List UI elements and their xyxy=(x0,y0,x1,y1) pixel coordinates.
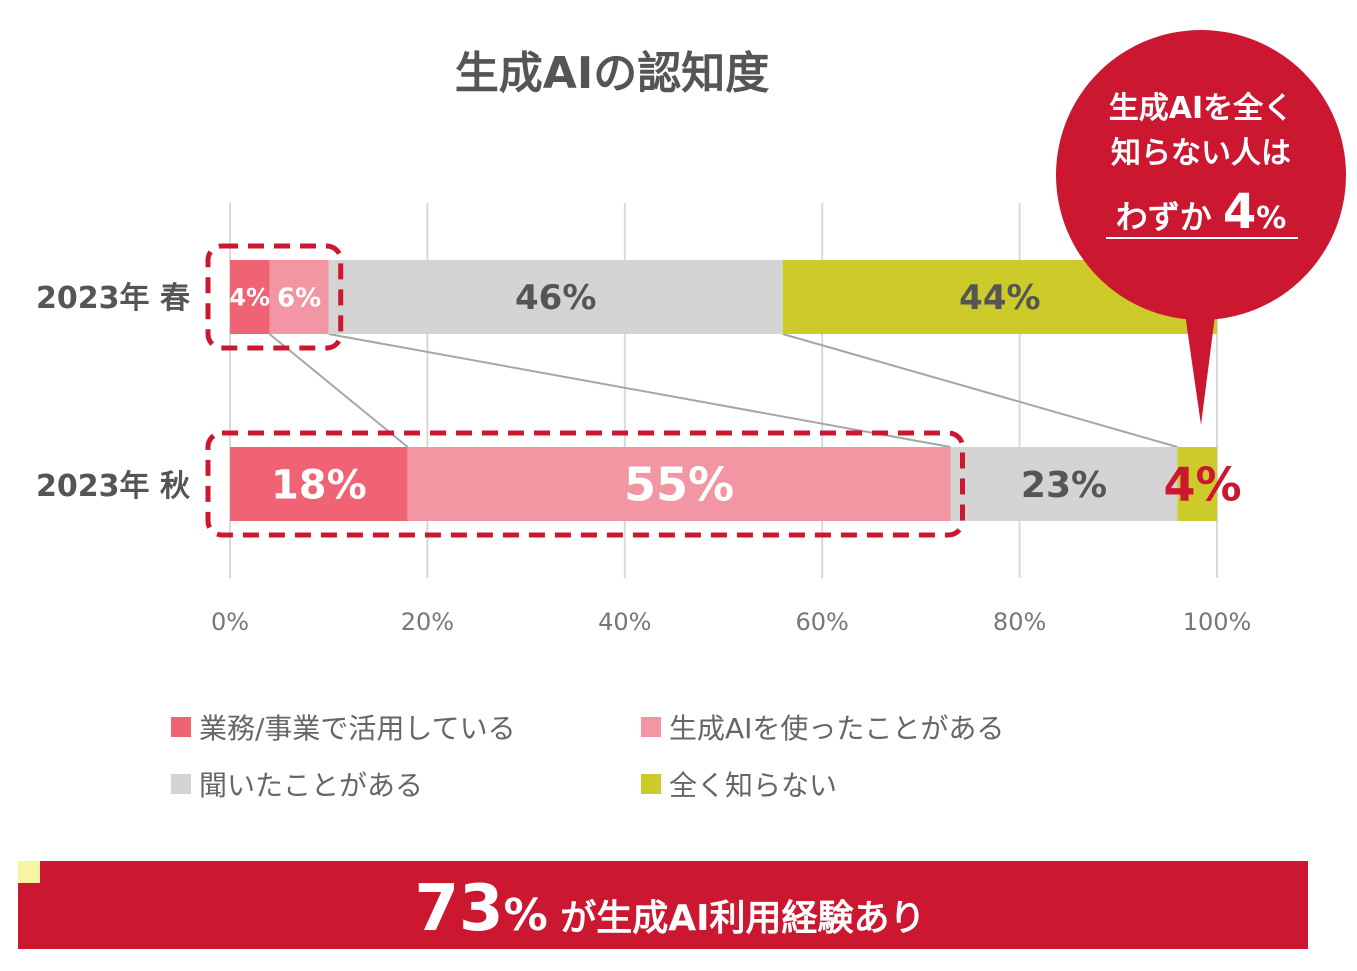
callout-bubble: 生成AIを全く 知らない人は わずか 4% xyxy=(1056,30,1346,425)
highlight-frame xyxy=(205,430,966,538)
bar-data-label: 46% xyxy=(515,278,596,318)
x-tick-label: 0% xyxy=(211,608,249,636)
legend-label-used-genai: 生成AIを使ったことがある xyxy=(669,712,1004,745)
summary-banner: 73% が生成AI利用経験あり xyxy=(18,861,1308,949)
legend-swatch-used-genai xyxy=(641,717,661,737)
x-tick-label: 100% xyxy=(1183,608,1252,636)
connector-line xyxy=(328,333,951,448)
connector-line xyxy=(268,333,409,448)
x-tick-label: 40% xyxy=(598,608,651,636)
bar-segment xyxy=(328,260,783,334)
legend-label-heard-of: 聞いたことがある xyxy=(199,769,423,802)
banner-background xyxy=(18,861,1308,949)
category-label-autumn: 2023年 秋 xyxy=(36,469,190,504)
gridlines xyxy=(229,203,1218,578)
callout-line-1: 生成AIを全く xyxy=(1109,91,1293,126)
callout-line-2: 知らない人は xyxy=(1111,136,1291,171)
bar-segment xyxy=(230,447,408,521)
bar-data-label: 4% xyxy=(229,284,270,312)
category-label-spring: 2023年 春 xyxy=(36,281,190,316)
bar-data-label: 18% xyxy=(271,462,367,508)
bar-segment xyxy=(950,447,1178,521)
bar-data-label: 44% xyxy=(959,278,1040,318)
bar-segment xyxy=(269,260,329,334)
banner-number: 73 xyxy=(415,872,504,946)
bar-data-label: 23% xyxy=(1021,465,1107,506)
callout-number: 4 xyxy=(1223,184,1256,240)
banner-corner-accent xyxy=(18,861,40,883)
x-tick-label: 80% xyxy=(993,608,1046,636)
banner-caption: が生成AI利用経験あり xyxy=(560,898,925,939)
legend-swatch-not-known xyxy=(641,774,661,794)
highlight-frames xyxy=(205,243,966,538)
bar-segment xyxy=(407,447,951,521)
connector-line xyxy=(782,333,1178,448)
legend: 業務/事業で活用している 生成AIを使ったことがある 聞いたことがある 全く知ら… xyxy=(171,712,1004,802)
callout-text-wazuka: わずか xyxy=(1116,198,1212,236)
legend-label-business-use: 業務/事業で活用している xyxy=(199,712,516,745)
bar-data-label: 6% xyxy=(277,283,321,313)
callout-pointer xyxy=(1183,300,1217,425)
bars: 4% 6% 46% 44%18% 55% 23% 4% xyxy=(229,260,1242,521)
highlight-frame xyxy=(205,243,344,351)
callout-unit: % xyxy=(1256,201,1286,236)
bar-segment xyxy=(1177,447,1217,521)
legend-label-not-known: 全く知らない xyxy=(669,769,837,802)
legend-swatch-business-use xyxy=(171,717,191,737)
banner-unit: % xyxy=(504,890,548,941)
chart-title: 生成AIの認知度 xyxy=(455,48,769,99)
bar-data-label: 55% xyxy=(624,458,734,512)
banner-text: 73% が生成AI利用経験あり xyxy=(415,872,926,946)
bar-segment xyxy=(230,260,270,334)
x-tick-label: 60% xyxy=(796,608,849,636)
x-tick-labels: 0% 20% 40% 60% 80% 100% xyxy=(211,608,1251,636)
x-tick-label: 20% xyxy=(401,608,454,636)
bar-data-label: 4% xyxy=(1164,458,1242,512)
callout-circle xyxy=(1056,30,1346,320)
connector-lines xyxy=(268,333,1178,448)
callout-line-3: わずか 4% xyxy=(1116,184,1287,240)
legend-swatch-heard-of xyxy=(171,774,191,794)
